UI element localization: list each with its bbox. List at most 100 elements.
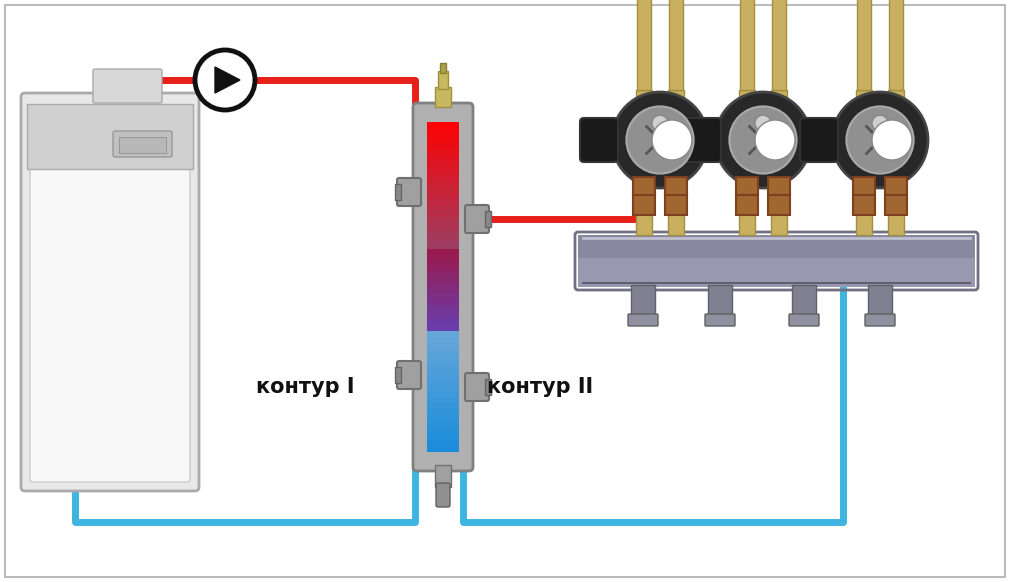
Bar (427, 198, 459, 204)
Bar (885, 177, 907, 195)
Bar (427, 325, 459, 331)
Bar (856, 90, 872, 235)
Bar (427, 336, 459, 342)
Bar (427, 441, 459, 446)
FancyBboxPatch shape (465, 205, 489, 233)
Polygon shape (215, 67, 240, 93)
Bar (427, 446, 459, 452)
FancyBboxPatch shape (21, 93, 199, 491)
FancyBboxPatch shape (436, 483, 450, 507)
Bar (435, 465, 451, 487)
Bar (633, 177, 655, 195)
Bar (427, 308, 459, 314)
Circle shape (755, 120, 795, 160)
FancyBboxPatch shape (683, 118, 721, 162)
Bar (427, 232, 459, 237)
Bar (736, 177, 758, 195)
Bar (427, 424, 459, 430)
Bar (427, 176, 459, 183)
Bar (485, 211, 491, 227)
Bar (885, 193, 907, 215)
Bar (427, 237, 459, 243)
FancyBboxPatch shape (705, 314, 735, 326)
Bar (427, 418, 459, 424)
Bar (636, 90, 652, 235)
FancyBboxPatch shape (865, 314, 895, 326)
Bar (665, 193, 687, 215)
Bar (427, 303, 459, 309)
Bar (427, 374, 459, 381)
Bar (427, 369, 459, 375)
Bar (427, 391, 459, 397)
Bar (578, 235, 975, 258)
Bar (868, 285, 892, 317)
Circle shape (832, 92, 928, 188)
Bar (27, 104, 193, 169)
Bar (427, 243, 459, 249)
Bar (427, 314, 459, 320)
Bar (427, 144, 459, 150)
FancyBboxPatch shape (30, 166, 190, 482)
Bar (427, 127, 459, 133)
Bar (438, 71, 448, 89)
Bar (768, 177, 790, 195)
Bar (435, 87, 451, 107)
Bar (427, 171, 459, 177)
Bar (440, 63, 446, 73)
Bar (668, 90, 684, 235)
Bar (739, 90, 755, 235)
Bar (427, 380, 459, 386)
Bar (665, 177, 687, 195)
Bar (427, 138, 459, 144)
Bar (427, 122, 459, 127)
Bar (427, 435, 459, 441)
Bar (427, 204, 459, 210)
Bar (427, 133, 459, 139)
Circle shape (755, 115, 771, 131)
Bar (427, 210, 459, 215)
Bar (427, 281, 459, 287)
Circle shape (612, 92, 708, 188)
Bar (772, 0, 786, 90)
Bar (427, 193, 459, 199)
FancyBboxPatch shape (397, 178, 421, 206)
Bar (427, 297, 459, 303)
Bar (853, 177, 875, 195)
FancyBboxPatch shape (580, 118, 618, 162)
Circle shape (846, 107, 914, 173)
Bar (427, 149, 459, 155)
Bar (427, 385, 459, 392)
Bar (631, 285, 655, 317)
Bar (427, 270, 459, 276)
Bar (427, 413, 459, 419)
Bar (889, 0, 903, 90)
Bar (119, 137, 166, 153)
Bar (771, 90, 787, 235)
Bar (427, 292, 459, 298)
Text: контур II: контур II (487, 377, 593, 397)
FancyBboxPatch shape (465, 373, 489, 401)
Bar (427, 264, 459, 271)
FancyBboxPatch shape (93, 69, 162, 103)
Bar (427, 402, 459, 408)
FancyBboxPatch shape (413, 103, 473, 471)
Circle shape (626, 107, 694, 173)
Bar (427, 430, 459, 435)
Circle shape (652, 115, 668, 131)
Bar (427, 364, 459, 370)
Bar (427, 342, 459, 347)
Bar (427, 353, 459, 359)
Bar (485, 379, 491, 395)
Bar (853, 193, 875, 215)
Bar (578, 258, 975, 287)
Text: контур I: контур I (256, 377, 355, 397)
Bar (395, 367, 401, 383)
Circle shape (195, 50, 255, 110)
Circle shape (729, 107, 797, 173)
Bar (427, 407, 459, 413)
Bar (427, 215, 459, 221)
Bar (427, 187, 459, 193)
Bar (888, 90, 904, 235)
FancyBboxPatch shape (397, 361, 421, 389)
Bar (427, 286, 459, 293)
